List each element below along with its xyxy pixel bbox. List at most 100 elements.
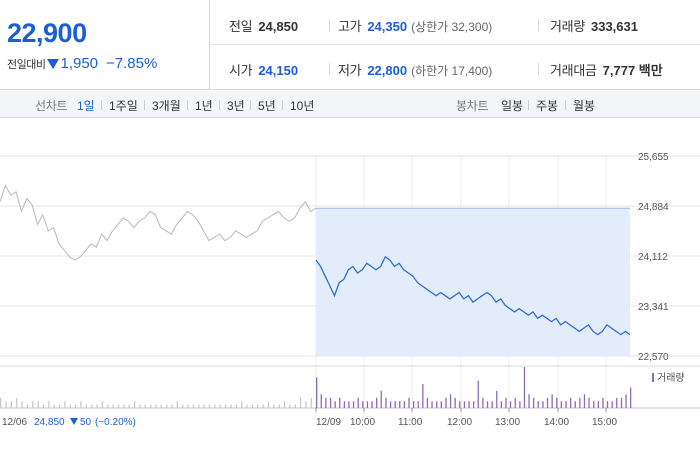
candle-weekly-button[interactable]: 주봉: [536, 99, 559, 113]
change-label: 전일대비: [7, 58, 46, 71]
volume-bar: [75, 404, 77, 408]
volume-bar: [583, 394, 586, 408]
volume-bar: [182, 404, 184, 408]
volume-bar: [551, 394, 553, 408]
volume-bar: [224, 404, 227, 408]
volume-bar: [117, 404, 120, 408]
period-1d-button[interactable]: 1일: [77, 99, 95, 113]
volume-bar: [166, 404, 168, 408]
volume-bar: [262, 404, 264, 408]
volume-bar: [305, 401, 307, 408]
volume-bar: [473, 401, 475, 408]
x-axis: 12/09 10:00 11:00 12:00 13:00 14:00 15:00: [315, 408, 617, 428]
volume-bar: [198, 404, 200, 408]
period-10y-button[interactable]: 10년: [290, 99, 315, 113]
volume-bar: [579, 397, 581, 409]
volume-bar: [128, 404, 130, 408]
y-axis: 25,655 24,884 24,112 23,341 22,570: [638, 152, 669, 363]
volume-bar: [588, 397, 590, 409]
stat-value: 24,850: [258, 19, 299, 34]
volume-bar: [426, 397, 429, 409]
volume-bar: [380, 390, 382, 408]
volume-bar: [352, 401, 355, 408]
volume-bar: [620, 397, 623, 409]
volume-bar: [403, 401, 405, 408]
volume-bar: [362, 401, 364, 408]
divider: [282, 100, 283, 110]
volume-bar: [325, 397, 327, 409]
change-rate: −7.85%: [106, 55, 158, 72]
x-tick-label: 13:00: [495, 417, 520, 428]
volume-bar: [486, 401, 489, 408]
price-chart[interactable]: 25,655 24,884 24,112 23,341 22,570 12/09 10:0…: [0, 119, 700, 450]
volume-bar: [21, 401, 23, 408]
volume-bar: [449, 394, 452, 408]
divider: [329, 19, 330, 31]
volume-bar: [299, 397, 302, 409]
volume-bar: [523, 367, 526, 408]
volume-bar: [5, 401, 7, 408]
volume-bar: [334, 401, 336, 408]
candle-monthly-button[interactable]: 월봉: [573, 99, 596, 113]
volume-bar: [625, 394, 627, 408]
volume-bar: [593, 401, 595, 408]
divider: [144, 100, 145, 110]
volume-bar: [505, 397, 507, 409]
volume-bar: [37, 401, 39, 408]
divider: [101, 100, 102, 110]
period-3m-button[interactable]: 3개월: [152, 99, 181, 113]
stat-label: 시가: [229, 63, 253, 78]
volume-bar: [565, 401, 567, 408]
volume-bar: [16, 397, 18, 409]
volume-bar: [48, 401, 50, 408]
volume-bar: [26, 404, 29, 408]
period-1y-button[interactable]: 1년: [195, 99, 213, 113]
volume-bar: [560, 401, 562, 408]
volume-bar: [58, 404, 61, 408]
volume-bar: [445, 397, 447, 409]
volume-bar: [219, 404, 221, 408]
volume-bar: [509, 401, 512, 408]
volume-bar: [436, 401, 438, 408]
volume-bar: [32, 401, 34, 408]
footer-date: 12/06: [2, 417, 27, 428]
volume-bar: [42, 404, 45, 408]
stat-value: 22,800: [367, 63, 408, 78]
footer-change: 50: [80, 417, 92, 428]
volume-bar: [500, 401, 502, 408]
stat-note: (상한가 32,300): [411, 20, 493, 34]
volume-bar: [408, 397, 410, 409]
volume-bar: [463, 401, 466, 408]
stat-trade-amount: 거래대금 7,777 백만: [550, 60, 663, 79]
period-1w-button[interactable]: 1주일: [109, 99, 138, 113]
stat-prev-close: 전일 24,850: [229, 16, 298, 35]
volume-bar: [91, 404, 93, 408]
volume-bar: [606, 401, 609, 408]
period-5y-button[interactable]: 5년: [258, 99, 276, 113]
volume-bar: [64, 401, 66, 408]
reference-fill: [316, 208, 630, 356]
volume-bar: [491, 401, 493, 408]
volume-bar: [348, 401, 350, 408]
volume-bar: [80, 401, 82, 408]
y-tick-label: 23,341: [638, 302, 669, 313]
volume-bar: [385, 397, 387, 409]
volume-bars: [0, 367, 632, 409]
volume-bar: [101, 401, 104, 408]
quote-header: 22,900 전일대비 1,950 −7.85% 전일 24,850 고가 24,3…: [0, 0, 700, 90]
volume-bar: [53, 404, 55, 408]
period-3y-button[interactable]: 3년: [227, 99, 245, 113]
stat-low: 저가 22,800 (하한가 17,400): [338, 60, 492, 79]
volume-bar: [630, 387, 632, 408]
volume-bar: [69, 404, 71, 408]
volume-bar: [413, 401, 415, 408]
down-arrow-icon: [47, 58, 60, 69]
volume-legend-swatch: [652, 373, 654, 382]
volume-bar: [133, 401, 136, 408]
volume-bar: [85, 404, 87, 408]
stat-label: 거래대금: [550, 63, 597, 78]
candle-daily-button[interactable]: 일봉: [501, 99, 524, 113]
volume-bar: [246, 404, 248, 408]
volume-bar: [289, 404, 291, 408]
volume-bar: [537, 401, 539, 408]
